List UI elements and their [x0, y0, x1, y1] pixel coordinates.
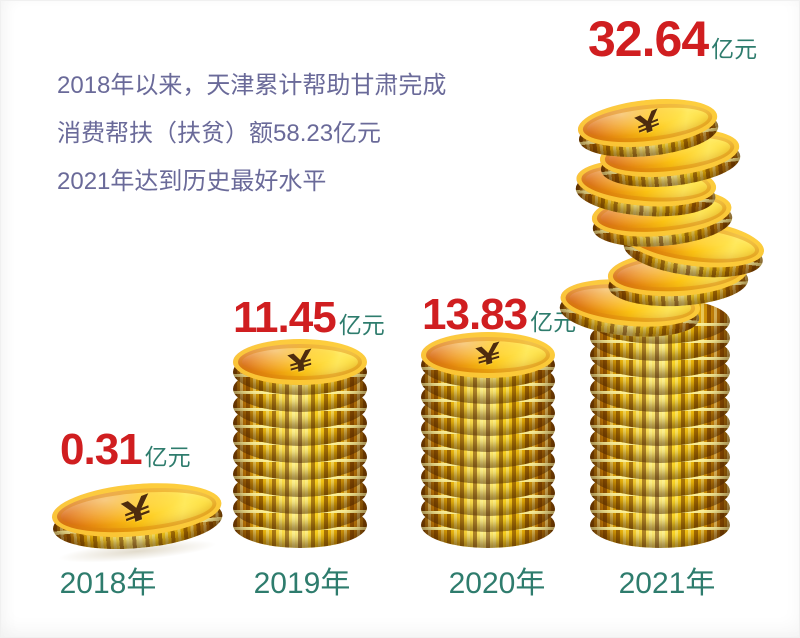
- value-label-2018: 0.31 亿元: [60, 428, 191, 472]
- value-number-2019: 11.45: [233, 293, 337, 342]
- value-number-2020: 13.83: [422, 290, 528, 339]
- value-number-2018: 0.31: [60, 425, 143, 474]
- yuan-symbol: ¥: [474, 336, 502, 374]
- intro-line-1: 2018年以来，天津累计帮助甘肃完成: [57, 72, 447, 99]
- yuan-symbol: ¥: [632, 103, 663, 143]
- intro-text: 2018年以来，天津累计帮助甘肃完成 消费帮扶（扶贫）额58.23亿元 2021…: [57, 62, 497, 206]
- value-label-2021: 32.64 亿元: [588, 14, 757, 64]
- value-label-2019: 11.45 亿元: [233, 296, 385, 340]
- x-axis-label-2021: 2021年: [618, 567, 716, 600]
- yuan-symbol: ¥: [119, 487, 155, 534]
- x-axis-label-2019: 2019年: [253, 567, 351, 600]
- yuan-symbol: ¥: [286, 343, 314, 381]
- coin-stack-2018: ¥: [49, 476, 225, 556]
- coin-face: ¥: [233, 339, 367, 385]
- x-axis-label-2020: 2020年: [448, 567, 546, 600]
- value-label-2020: 13.83 亿元: [422, 293, 576, 337]
- coin-face: ¥: [421, 332, 555, 378]
- value-unit-2018: 亿元: [144, 444, 191, 470]
- x-axis-label-2018: 2018年: [59, 567, 157, 600]
- value-unit-2019: 亿元: [338, 312, 385, 338]
- value-unit-2021: 亿元: [711, 36, 758, 62]
- intro-line-2: 消费帮扶（扶贫）额58.23亿元: [57, 120, 382, 147]
- value-number-2021: 32.64: [588, 11, 709, 67]
- intro-line-3: 2021年达到历史最好水平: [57, 168, 327, 195]
